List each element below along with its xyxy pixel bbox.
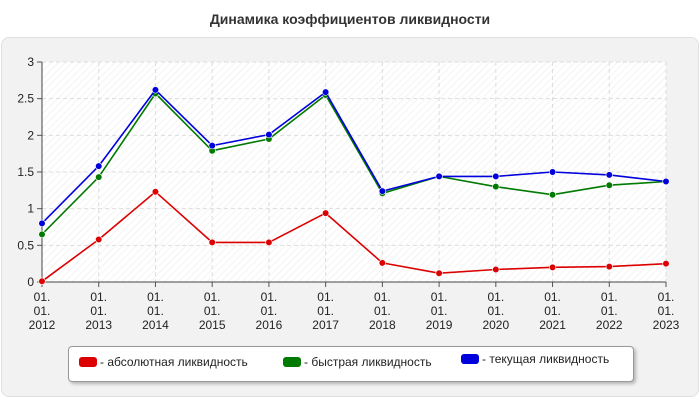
data-point (435, 269, 443, 277)
x-tick-label: 01. 01. 2014 (142, 290, 169, 332)
x-tick-label: 01. 01. 2019 (426, 290, 453, 332)
data-point (548, 191, 557, 199)
data-point (265, 131, 273, 139)
data-point (548, 263, 557, 271)
data-point (548, 168, 557, 176)
y-tick-label: 0 (27, 275, 34, 289)
legend-label-current: - текущая ликвидность (482, 352, 610, 366)
x-tick-label: 01. 01. 2022 (596, 290, 623, 332)
legend: - абсолютная ликвидность - быстрая ликви… (68, 346, 634, 382)
data-point (492, 172, 500, 180)
x-tick-label: 01. 01. 2018 (369, 290, 396, 332)
x-tick-label: 01. 01. 2017 (312, 290, 339, 332)
data-point (662, 260, 670, 268)
series-0 (38, 188, 670, 285)
legend-label-absolute: - абсолютная ликвидность (100, 355, 248, 369)
data-point (95, 173, 103, 181)
x-axis-ticks: 01. 01. 2012 01. 01. 2013 01. 01. 2014 01. 01. 2015… (29, 290, 680, 332)
data-point (605, 263, 613, 271)
data-point (38, 277, 46, 285)
data-point (208, 238, 216, 246)
y-tick-label: 1 (27, 202, 34, 216)
y-tick-label: 3 (27, 55, 34, 69)
data-point (95, 235, 103, 244)
x-tick-label: 01. 01. 2021 (539, 290, 566, 332)
data-point (95, 162, 103, 170)
chart-title: Динамика коэффициентов ликвидности (209, 11, 491, 27)
data-point (605, 171, 613, 179)
data-point (322, 88, 330, 96)
data-point (492, 183, 500, 191)
data-point (208, 142, 216, 150)
series-line (41, 89, 667, 224)
data-point (322, 209, 330, 217)
data-point (38, 230, 46, 238)
data-point (662, 177, 670, 186)
data-point (378, 259, 386, 267)
data-point (151, 86, 160, 94)
y-tick-label: 0.5 (17, 238, 34, 252)
legend-swatch-blue (461, 354, 479, 364)
data-point (378, 187, 386, 195)
series-lines (38, 86, 670, 285)
x-tick-label: 01. 01. 2016 (256, 290, 283, 332)
legend-item-current: - текущая ликвидность (461, 352, 609, 368)
series-line (41, 191, 667, 282)
x-tick-label: 01. 01. 2020 (482, 290, 509, 332)
data-point (492, 265, 500, 274)
series-line (41, 92, 667, 235)
x-tick-label: 01. 01. 2023 (653, 290, 680, 332)
series-2 (38, 86, 670, 227)
x-tick-label: 01. 01. 2013 (85, 290, 112, 332)
data-point (605, 181, 613, 189)
legend-label-quick: - быстрая ликвидность (304, 355, 432, 369)
data-point (265, 238, 273, 246)
legend-item-absolute: - абсолютная ликвидность (79, 355, 248, 371)
grid-lines (42, 61, 667, 282)
x-tick-label: 01. 01. 2012 (29, 290, 56, 332)
legend-swatch-green (283, 357, 301, 367)
axes (37, 61, 667, 287)
y-tick-label: 2 (27, 128, 34, 142)
y-axis-ticks: 0 0.5 1 1.5 2 2.5 3 (17, 55, 34, 289)
x-tick-label: 01. 01. 2015 (199, 290, 226, 332)
y-tick-label: 2.5 (17, 92, 34, 106)
data-point (435, 172, 443, 180)
y-tick-label: 1.5 (17, 165, 34, 179)
legend-item-quick: - быстрая ликвидность (283, 355, 432, 371)
data-point (38, 219, 46, 227)
data-point (151, 188, 160, 196)
legend-swatch-red (79, 357, 97, 367)
